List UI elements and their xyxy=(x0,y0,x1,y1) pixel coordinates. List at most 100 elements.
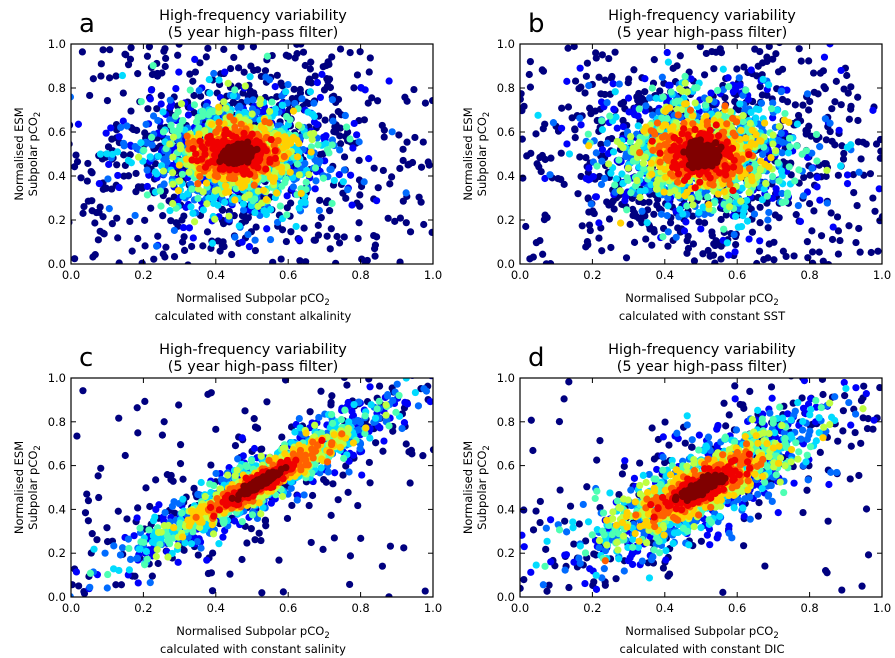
scatter-point xyxy=(284,80,292,89)
scatter-point xyxy=(251,208,259,217)
scatter-point xyxy=(159,167,168,175)
scatter-point xyxy=(340,233,348,241)
scatter-point xyxy=(148,141,156,149)
scatter-point xyxy=(346,48,354,57)
scatter-point xyxy=(770,276,777,283)
scatter-point xyxy=(663,212,671,220)
scatter-point xyxy=(204,44,212,52)
scatter-point xyxy=(191,55,199,63)
scatter-point xyxy=(252,223,260,231)
axes-frame xyxy=(70,43,434,265)
scatter-point xyxy=(128,247,136,255)
scatter-point xyxy=(828,235,837,244)
scatter-point xyxy=(812,130,821,139)
scatter-point xyxy=(574,190,582,198)
scatter-point xyxy=(266,205,275,214)
scatter-point xyxy=(293,153,302,161)
scatter-point xyxy=(636,274,643,281)
scatter-point xyxy=(769,194,777,202)
scatter-point xyxy=(806,171,814,179)
scatter-point xyxy=(179,192,187,200)
y-tick-label: 0.4 xyxy=(48,169,66,183)
scatter-point xyxy=(676,205,684,214)
scatter-point xyxy=(388,173,396,181)
scatter-point xyxy=(557,124,566,132)
scatter-point xyxy=(71,140,73,148)
scatter-point xyxy=(126,217,134,226)
scatter-point xyxy=(241,193,249,201)
scatter-point xyxy=(356,191,364,199)
scatter-point xyxy=(282,88,290,96)
scatter-point xyxy=(425,161,433,169)
scatter-point xyxy=(689,323,696,330)
scatter-point xyxy=(611,88,619,96)
scatter-point xyxy=(791,177,799,185)
scatter-point xyxy=(115,183,123,192)
scatter-point xyxy=(235,222,243,230)
scatter-point xyxy=(221,182,230,190)
scatter-point xyxy=(520,135,526,143)
scatter-point xyxy=(278,82,287,90)
scatter-point xyxy=(188,156,196,164)
scatter-point xyxy=(373,97,382,105)
scatter-point xyxy=(371,252,379,260)
scatter-point xyxy=(138,183,146,191)
scatter-point xyxy=(159,128,168,136)
scatter-point xyxy=(120,139,128,147)
scatter-point xyxy=(452,119,459,126)
scatter-point xyxy=(239,206,248,214)
y-tick-label: 0.6 xyxy=(48,125,66,139)
scatter-point xyxy=(231,233,239,241)
scatter-point xyxy=(403,97,411,105)
scatter-point xyxy=(584,194,592,202)
scatter-point xyxy=(269,258,277,264)
scatter-point xyxy=(209,108,217,116)
scatter-point xyxy=(289,183,297,191)
scatter-point xyxy=(819,67,827,75)
scatter-point xyxy=(605,160,613,168)
scatter-point xyxy=(576,64,584,72)
scatter-point xyxy=(342,123,351,131)
scatter-point xyxy=(743,217,752,225)
scatter-point xyxy=(296,85,304,94)
y-tick-label: 0.8 xyxy=(48,81,66,95)
scatter-point xyxy=(697,225,705,233)
scatter-point xyxy=(149,61,157,70)
scatter-point xyxy=(340,166,348,174)
scatter-point xyxy=(358,255,366,263)
scatter-point xyxy=(747,66,755,74)
scatter-point xyxy=(603,99,611,107)
scatter-point xyxy=(837,162,845,170)
scatter-point xyxy=(798,150,806,158)
scatter-point xyxy=(172,85,180,93)
scatter-point xyxy=(113,161,121,169)
scatter-point xyxy=(568,114,576,122)
scatter-point xyxy=(189,209,197,217)
scatter-point xyxy=(585,82,593,90)
scatter-point xyxy=(885,82,892,89)
scatter-point xyxy=(268,98,276,106)
scatter-point xyxy=(772,147,780,155)
scatter-point xyxy=(240,182,249,190)
scatter-point xyxy=(78,48,86,56)
x-tick-label: 0.4 xyxy=(207,268,225,282)
scatter-point xyxy=(723,239,731,247)
scatter-point xyxy=(847,83,855,91)
scatter-point xyxy=(638,219,646,227)
scatter-point xyxy=(797,57,805,65)
scatter-point xyxy=(169,126,177,135)
scatter-point xyxy=(274,136,282,145)
scatter-point xyxy=(280,152,288,161)
scatter-point xyxy=(374,184,382,192)
scatter-point xyxy=(635,105,643,113)
scatter-point xyxy=(221,188,230,197)
x-tick-label: 1.0 xyxy=(424,268,442,282)
scatter-point xyxy=(239,200,248,208)
scatter-point xyxy=(778,189,786,198)
scatter-point xyxy=(778,149,786,157)
scatter-point xyxy=(700,71,709,79)
scatter-point xyxy=(731,248,739,256)
scatter-point xyxy=(290,85,298,93)
scatter-point xyxy=(176,141,184,149)
scatter-point xyxy=(724,74,732,82)
